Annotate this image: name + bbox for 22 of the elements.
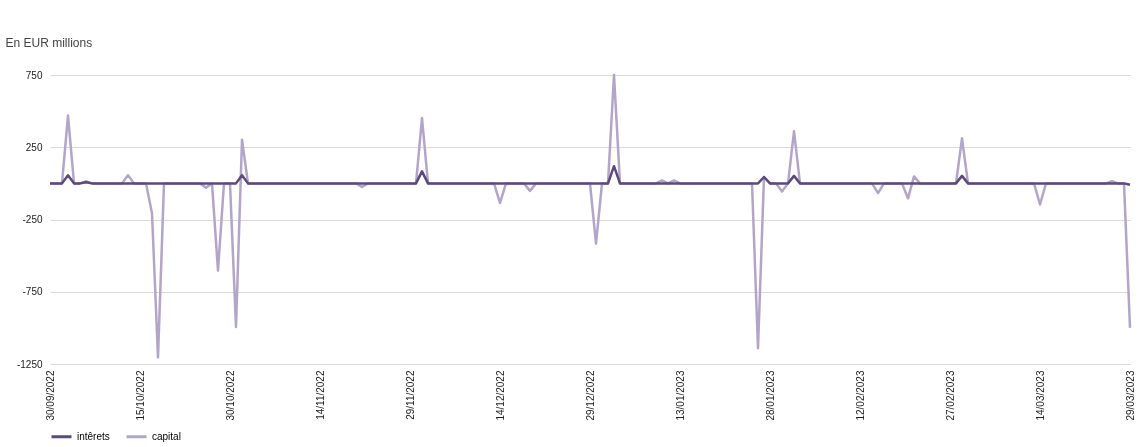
- x-tick-label: 27/02/2023: [944, 370, 956, 421]
- x-tick-label: 29/03/2023: [1124, 370, 1136, 421]
- legend-label: capital: [152, 430, 181, 442]
- x-tick-label: 12/02/2023: [854, 370, 866, 421]
- legend-label: intêrets: [77, 430, 110, 442]
- x-tick-label: 28/01/2023: [764, 370, 776, 421]
- x-tick-label: 30/10/2022: [224, 370, 236, 421]
- x-tick-label: 13/01/2023: [674, 370, 686, 421]
- y-axis-title: En EUR millions: [5, 35, 93, 50]
- x-tick-label: 29/11/2022: [404, 370, 416, 420]
- x-tick-label: 29/12/2022: [584, 370, 596, 421]
- y-tick-label: -750: [22, 286, 43, 298]
- y-tick-label: 250: [25, 141, 43, 153]
- x-tick-label: 14/12/2022: [494, 370, 506, 421]
- line-series: [48, 164, 1132, 187]
- x-tick-label: 30/09/2022: [44, 370, 56, 421]
- y-tick-label: 750: [25, 69, 43, 81]
- x-tick-label: 14/03/2023: [1034, 370, 1046, 421]
- x-tick-label: 15/10/2022: [134, 370, 146, 421]
- y-tick-label: -1250: [16, 358, 43, 370]
- x-tick-label: 14/11/2022: [314, 370, 326, 420]
- y-tick-label: -250: [22, 214, 43, 225]
